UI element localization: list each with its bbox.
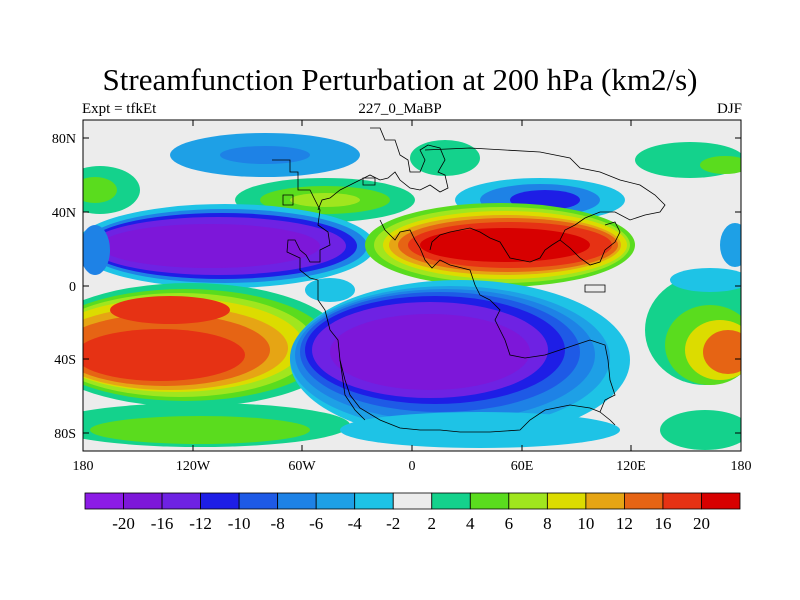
lon-label-0: 0 [409,459,416,474]
colorbar-label: -2 [386,514,400,533]
colorbar-label: 2 [428,514,437,533]
colorbar-box [315,492,356,510]
streamfunction-field [83,120,741,451]
colorbar-box [238,492,279,510]
colorbar-box [161,492,201,510]
colorbar-box [123,492,163,510]
contour-east-pacific [645,268,741,450]
colorbar-label: -16 [151,514,174,533]
colorbar-box [431,492,471,510]
colorbar-label: -8 [271,514,285,533]
colorbar-box [546,492,587,510]
contour-arctic-asia [635,142,741,178]
colorbar-label: -20 [112,514,135,533]
latitude-axis: 80N 40N 0 40S 80S [52,132,741,442]
colorbar-box [508,492,548,510]
lon-label-120e: 120E [616,459,646,474]
colorbar-box [200,492,240,510]
colorbar-label: -10 [228,514,251,533]
longitude-axis: 180 120W 60W 0 60E 120E 180 [73,120,752,474]
colorbar-label: 8 [543,514,552,533]
colorbar-label: 4 [466,514,475,533]
lon-label-60e: 60E [511,459,534,474]
colorbar-box [585,492,625,510]
lat-label-40n: 40N [52,206,76,221]
colorbar-box [392,492,433,510]
colorbar-box [701,492,741,510]
run-label: 227_0_MaBP [358,101,442,117]
colorbar-label: 10 [577,514,594,533]
contour-southern-ocean-band [83,403,620,448]
colorbar-box [84,492,124,510]
contour-north-atlantic [410,140,480,176]
colorbar-box [469,492,510,510]
colorbar-label: 20 [693,514,710,533]
colorbar-box [277,492,317,510]
lon-label-180e: 180 [731,459,752,474]
contour-south-pacific-high [83,283,345,407]
colorbar: -20 -16 -12 -10 -8 -6 -4 -2 2 4 6 8 10 12 16 20 [84,492,741,533]
colorbar-label: 6 [505,514,514,533]
lon-label-180w: 180 [73,459,94,474]
contour-tropical-pacific-low [83,204,375,288]
lat-label-40s: 40S [54,353,76,368]
colorbar-box [662,492,702,510]
season-label: DJF [716,101,742,117]
lat-label-80n: 80N [52,132,76,147]
lat-label-0: 0 [69,280,76,295]
contour-south-indian-low [290,280,630,440]
continent-outlines [272,127,666,433]
colorbar-label: -12 [189,514,212,533]
contour-south-america-tip [305,278,355,302]
colorbar-box [354,492,394,510]
contour-north-pacific [170,133,360,177]
lon-label-120w: 120W [176,459,211,474]
lon-label-60w: 60W [288,459,316,474]
map-title: Streamfunction Perturbation at 200 hPa (… [102,62,698,97]
colorbar-label: 12 [616,514,633,533]
colorbar-label: -4 [348,514,363,533]
colorbar-box [624,492,664,510]
experiment-label: Expt = tfkEt [82,101,157,117]
colorbar-label: -6 [309,514,323,533]
colorbar-label: 16 [654,514,671,533]
lat-label-80s: 80S [54,427,76,442]
